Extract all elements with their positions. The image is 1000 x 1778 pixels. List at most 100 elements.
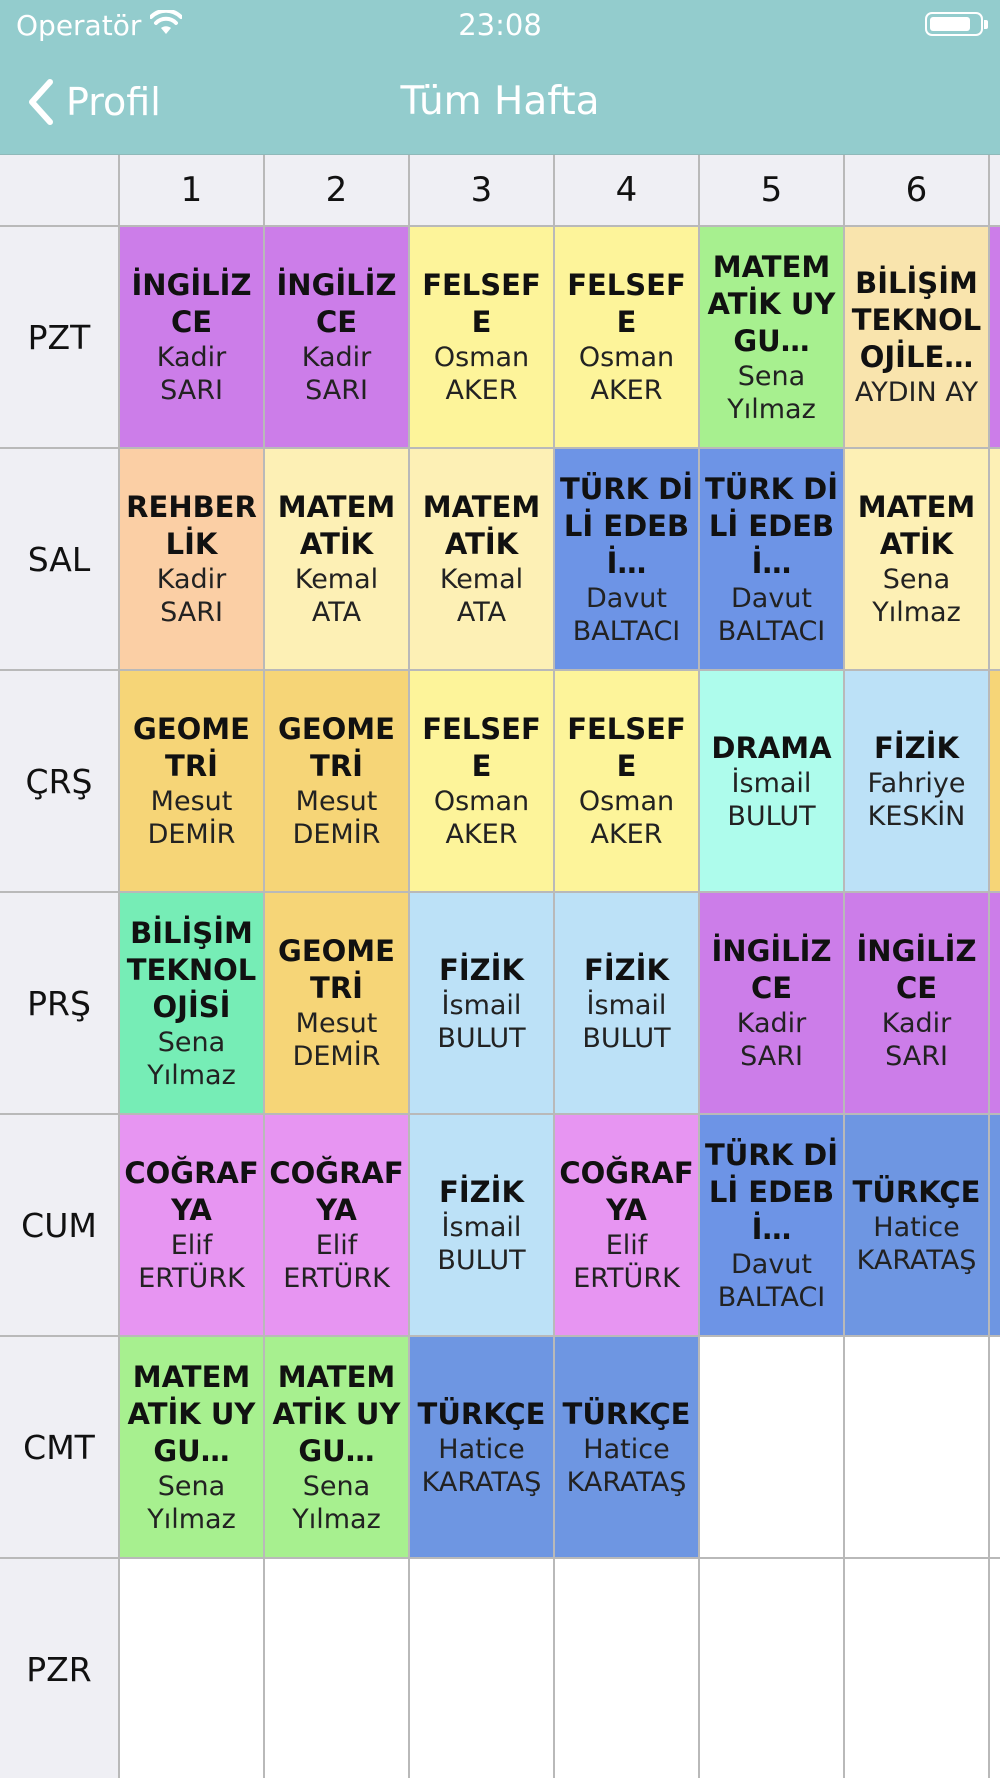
lesson-teacher: İsmail BULUT: [437, 989, 526, 1054]
overflow-lesson-cell[interactable]: [990, 671, 1000, 893]
lesson-teacher: Elif ERTÜRK: [138, 1230, 245, 1294]
lesson-teacher: Kadir SARI: [156, 564, 227, 628]
overflow-lesson-cell[interactable]: [990, 893, 1000, 1115]
lesson-cell[interactable]: MATEMATİK Sena Yılmaz: [845, 449, 990, 671]
lesson-cell[interactable]: FİZİK İsmail BULUT: [410, 893, 555, 1115]
lesson-teacher: İsmail BULUT: [437, 1211, 526, 1276]
lesson-teacher: Osman AKER: [433, 342, 530, 406]
lesson-subject: FELSEFE: [422, 268, 541, 339]
lesson-cell[interactable]: TÜRK DİLİ EDEBİ… Davut BALTACI: [555, 449, 700, 671]
lesson-cell[interactable]: İNGİLİZCE Kadir SARI: [845, 893, 990, 1115]
lesson-teacher: Sena Yılmaz: [147, 1470, 236, 1535]
navigation-bar: Operatör 23:08 Profil Tüm Hafta: [0, 0, 1000, 155]
lesson-teacher: Davut BALTACI: [717, 1248, 826, 1313]
overflow-lesson-cell[interactable]: [990, 449, 1000, 671]
lesson-cell[interactable]: İNGİLİZCE Kadir SARI: [120, 227, 265, 449]
lesson-subject: MATEMATİK: [422, 490, 541, 561]
lesson-teacher: İsmail BULUT: [727, 767, 816, 832]
lesson-cell[interactable]: TÜRKÇE Hatice KARATAŞ: [410, 1337, 555, 1559]
lesson-cell[interactable]: MATEMATİK UYGU… Sena Yılmaz: [265, 1337, 410, 1559]
lesson-subject: FİZİK: [439, 1174, 524, 1209]
lesson-cell[interactable]: GEOMETRİ Mesut DEMİR: [120, 671, 265, 893]
lesson-cell[interactable]: REHBERLİK Kadir SARI: [120, 449, 265, 671]
lesson-subject: FİZİK: [439, 952, 524, 987]
lesson-subject: FİZİK: [584, 952, 669, 987]
lesson-cell[interactable]: TÜRK DİLİ EDEBİ… Davut BALTACI: [700, 449, 845, 671]
lesson-teacher: Kadir SARI: [156, 342, 227, 406]
empty-lesson-cell[interactable]: [700, 1559, 845, 1778]
lesson-cell[interactable]: BİLİŞİM TEKNOLOJİSİ Sena Yılmaz: [120, 893, 265, 1115]
lesson-cell[interactable]: COĞRAFYA Elif ERTÜRK: [120, 1115, 265, 1337]
lesson-cell[interactable]: FELSEFE Osman AKER: [555, 671, 700, 893]
back-button[interactable]: Profil: [26, 78, 161, 126]
lesson-cell[interactable]: COĞRAFYA Elif ERTÜRK: [265, 1115, 410, 1337]
empty-lesson-cell[interactable]: [700, 1337, 845, 1559]
day-header-cmt: CMT: [0, 1337, 120, 1559]
overflow-lesson-cell[interactable]: [990, 1559, 1000, 1778]
lesson-cell[interactable]: MATEMATİK Kemal ATA: [265, 449, 410, 671]
lesson-subject: İNGİLİZCE: [131, 268, 252, 339]
lesson-teacher: Hatice KARATAŞ: [566, 1433, 687, 1498]
lesson-subject: GEOMETRİ: [278, 712, 395, 783]
lesson-teacher: Osman AKER: [433, 786, 530, 850]
lesson-subject: BİLİŞİM TEKNOLOJİSİ: [126, 915, 257, 1024]
lesson-teacher: Elif ERTÜRK: [283, 1230, 390, 1294]
empty-lesson-cell[interactable]: [410, 1559, 555, 1778]
lesson-cell[interactable]: İNGİLİZCE Kadir SARI: [700, 893, 845, 1115]
period-header-4: 4: [555, 155, 700, 227]
wifi-icon: [150, 10, 182, 34]
overflow-lesson-cell[interactable]: [990, 1337, 1000, 1559]
lesson-subject: TÜRK DİLİ EDEBİ…: [704, 1137, 839, 1246]
lesson-cell[interactable]: GEOMETRİ Mesut DEMİR: [265, 893, 410, 1115]
empty-lesson-cell[interactable]: [120, 1559, 265, 1778]
carrier-label: Operatör: [16, 9, 142, 42]
period-header-1: 1: [120, 155, 265, 227]
lesson-cell[interactable]: GEOMETRİ Mesut DEMİR: [265, 671, 410, 893]
lesson-cell[interactable]: FİZİK İsmail BULUT: [410, 1115, 555, 1337]
lesson-teacher: Osman AKER: [578, 342, 675, 406]
lesson-cell[interactable]: TÜRKÇE Hatice KARATAŞ: [845, 1115, 990, 1337]
lesson-teacher: Kadir SARI: [736, 1008, 807, 1072]
period-header-2: 2: [265, 155, 410, 227]
day-header-sal: SAL: [0, 449, 120, 671]
lesson-subject: MATEMATİK UYGU…: [127, 1359, 256, 1468]
lesson-subject: İNGİLİZCE: [856, 934, 977, 1005]
lesson-teacher: Mesut DEMİR: [147, 786, 236, 850]
lesson-cell[interactable]: FELSEFE Osman AKER: [410, 227, 555, 449]
lesson-subject: TÜRK DİLİ EDEBİ…: [559, 471, 694, 580]
lesson-teacher: Osman AKER: [578, 786, 675, 850]
grid-corner: [0, 155, 120, 227]
lesson-teacher: Davut BALTACI: [717, 582, 826, 647]
lesson-cell[interactable]: MATEMATİK UYGU… Sena Yılmaz: [120, 1337, 265, 1559]
lesson-cell[interactable]: TÜRKÇE Hatice KARATAŞ: [555, 1337, 700, 1559]
lesson-subject: GEOMETRİ: [133, 712, 250, 783]
lesson-subject: TÜRK DİLİ EDEBİ…: [704, 471, 839, 580]
lesson-subject: GEOMETRİ: [278, 934, 395, 1005]
day-header-pzt: PZT: [0, 227, 120, 449]
lesson-subject: TÜRKÇE: [417, 1396, 546, 1431]
lesson-cell[interactable]: TÜRK DİLİ EDEBİ… Davut BALTACI: [700, 1115, 845, 1337]
lesson-cell[interactable]: FİZİK İsmail BULUT: [555, 893, 700, 1115]
page-title: Tüm Hafta: [400, 79, 600, 124]
lesson-cell[interactable]: MATEMATİK Kemal ATA: [410, 449, 555, 671]
empty-lesson-cell[interactable]: [845, 1559, 990, 1778]
chevron-left-icon: [29, 79, 53, 125]
empty-lesson-cell[interactable]: [555, 1559, 700, 1778]
lesson-cell[interactable]: FELSEFE Osman AKER: [555, 227, 700, 449]
lesson-cell[interactable]: MATEMATİK UYGU… Sena Yılmaz: [700, 227, 845, 449]
lesson-teacher: İsmail BULUT: [582, 989, 671, 1054]
empty-lesson-cell[interactable]: [845, 1337, 990, 1559]
lesson-cell[interactable]: DRAMA İsmail BULUT: [700, 671, 845, 893]
overflow-lesson-cell[interactable]: [990, 1115, 1000, 1337]
lesson-cell[interactable]: COĞRAFYA Elif ERTÜRK: [555, 1115, 700, 1337]
lesson-cell[interactable]: FİZİK Fahriye KESKİN: [845, 671, 990, 893]
period-header-3: 3: [410, 155, 555, 227]
lesson-cell[interactable]: İNGİLİZCE Kadir SARI: [265, 227, 410, 449]
lesson-teacher: Sena Yılmaz: [147, 1026, 236, 1091]
lesson-cell[interactable]: BİLİŞİM TEKNOLOJİLE… AYDIN AY: [845, 227, 990, 449]
lesson-teacher: Davut BALTACI: [572, 582, 681, 647]
empty-lesson-cell[interactable]: [265, 1559, 410, 1778]
overflow-lesson-cell[interactable]: [990, 227, 1000, 449]
lesson-cell[interactable]: FELSEFE Osman AKER: [410, 671, 555, 893]
period-header-overflow: [990, 155, 1000, 227]
